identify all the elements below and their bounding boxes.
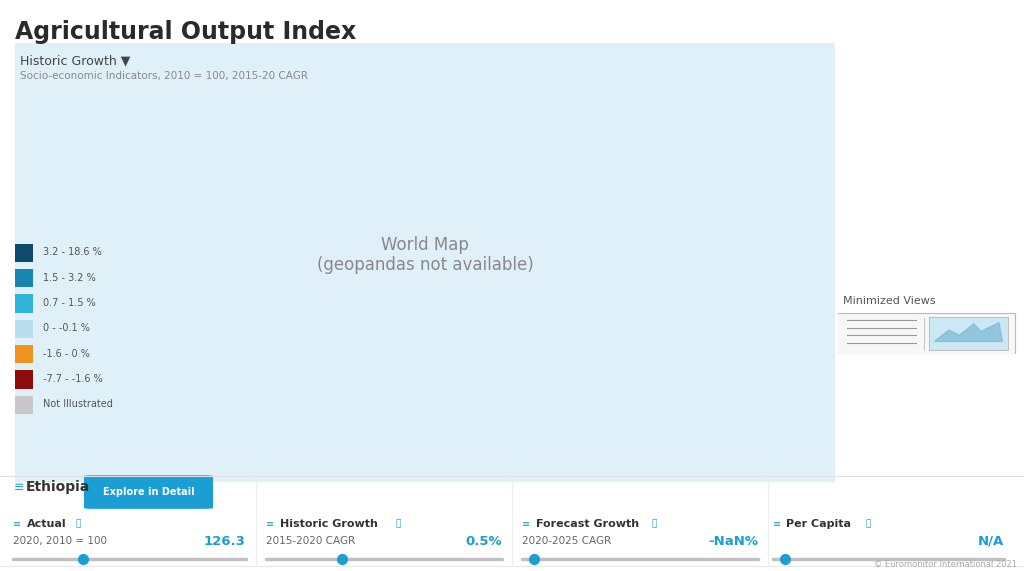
Text: 0.7 - 1.5 %: 0.7 - 1.5 % bbox=[43, 298, 96, 308]
Text: N/A: N/A bbox=[977, 534, 1004, 548]
Text: 3.2 - 18.6 %: 3.2 - 18.6 % bbox=[43, 247, 101, 258]
Text: ⓘ: ⓘ bbox=[651, 520, 656, 529]
Text: ≡: ≡ bbox=[266, 519, 274, 529]
Text: Explore in Detail: Explore in Detail bbox=[102, 486, 195, 497]
Text: Forecast Growth: Forecast Growth bbox=[536, 519, 639, 529]
Text: Agricultural Output Index: Agricultural Output Index bbox=[15, 20, 356, 44]
Text: -1.6 - 0 %: -1.6 - 0 % bbox=[43, 349, 90, 359]
Text: ⓘ: ⓘ bbox=[395, 520, 400, 529]
FancyBboxPatch shape bbox=[15, 295, 34, 313]
Text: 1.5 - 3.2 %: 1.5 - 3.2 % bbox=[43, 273, 96, 283]
Text: © Euromonitor International 2021: © Euromonitor International 2021 bbox=[873, 560, 1017, 569]
Text: Ethiopia: Ethiopia bbox=[26, 480, 90, 494]
Text: Per Capita: Per Capita bbox=[786, 519, 851, 529]
Text: Socio-economic Indicators, 2010 = 100, 2015-20 CAGR: Socio-economic Indicators, 2010 = 100, 2… bbox=[20, 71, 308, 82]
Text: -7.7 - -1.6 %: -7.7 - -1.6 % bbox=[43, 374, 102, 384]
Text: 0 - -0.1 %: 0 - -0.1 % bbox=[43, 323, 90, 333]
FancyBboxPatch shape bbox=[15, 371, 34, 388]
FancyBboxPatch shape bbox=[84, 475, 213, 509]
Text: ≡: ≡ bbox=[13, 519, 22, 529]
FancyBboxPatch shape bbox=[15, 269, 34, 287]
Text: ⓘ: ⓘ bbox=[76, 520, 81, 529]
FancyBboxPatch shape bbox=[834, 312, 1015, 354]
Text: 126.3: 126.3 bbox=[204, 534, 246, 548]
Text: Historic Growth: Historic Growth bbox=[280, 519, 378, 529]
Text: World Map
(geopandas not available): World Map (geopandas not available) bbox=[316, 236, 534, 275]
Text: -NaN%: -NaN% bbox=[708, 534, 758, 548]
Text: 2020, 2010 = 100: 2020, 2010 = 100 bbox=[13, 536, 108, 546]
Text: ≡: ≡ bbox=[773, 519, 781, 529]
FancyBboxPatch shape bbox=[929, 317, 1008, 349]
Text: 0.5%: 0.5% bbox=[465, 534, 502, 548]
Text: Not Illustrated: Not Illustrated bbox=[43, 399, 113, 409]
Polygon shape bbox=[934, 323, 1002, 341]
Text: 2020-2025 CAGR: 2020-2025 CAGR bbox=[522, 536, 611, 546]
Text: ≡: ≡ bbox=[13, 481, 24, 493]
FancyBboxPatch shape bbox=[15, 244, 34, 262]
Text: ≡: ≡ bbox=[522, 519, 530, 529]
FancyBboxPatch shape bbox=[15, 396, 34, 414]
Text: 2015-2020 CAGR: 2015-2020 CAGR bbox=[266, 536, 355, 546]
FancyBboxPatch shape bbox=[15, 320, 34, 338]
Text: Historic Growth ▼: Historic Growth ▼ bbox=[20, 54, 131, 67]
Text: Minimized Views: Minimized Views bbox=[843, 296, 936, 306]
Text: Actual: Actual bbox=[27, 519, 67, 529]
FancyBboxPatch shape bbox=[15, 345, 34, 363]
Text: ⓘ: ⓘ bbox=[865, 520, 870, 529]
